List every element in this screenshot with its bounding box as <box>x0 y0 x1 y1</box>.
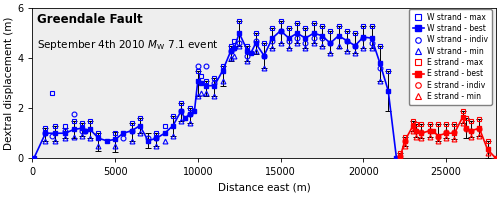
Text: Greendale Fault: Greendale Fault <box>37 13 142 26</box>
Y-axis label: Dextral displacement (m): Dextral displacement (m) <box>4 17 14 150</box>
Legend: W strand - max, W strand - best, W strand - indiv, W strand - min, E strand - ma: W strand - max, W strand - best, W stran… <box>409 9 492 105</box>
X-axis label: Distance east (m): Distance east (m) <box>218 183 310 193</box>
Text: September 4th 2010 $M_{\rm W}$ 7.1 event: September 4th 2010 $M_{\rm W}$ 7.1 event <box>37 38 218 52</box>
